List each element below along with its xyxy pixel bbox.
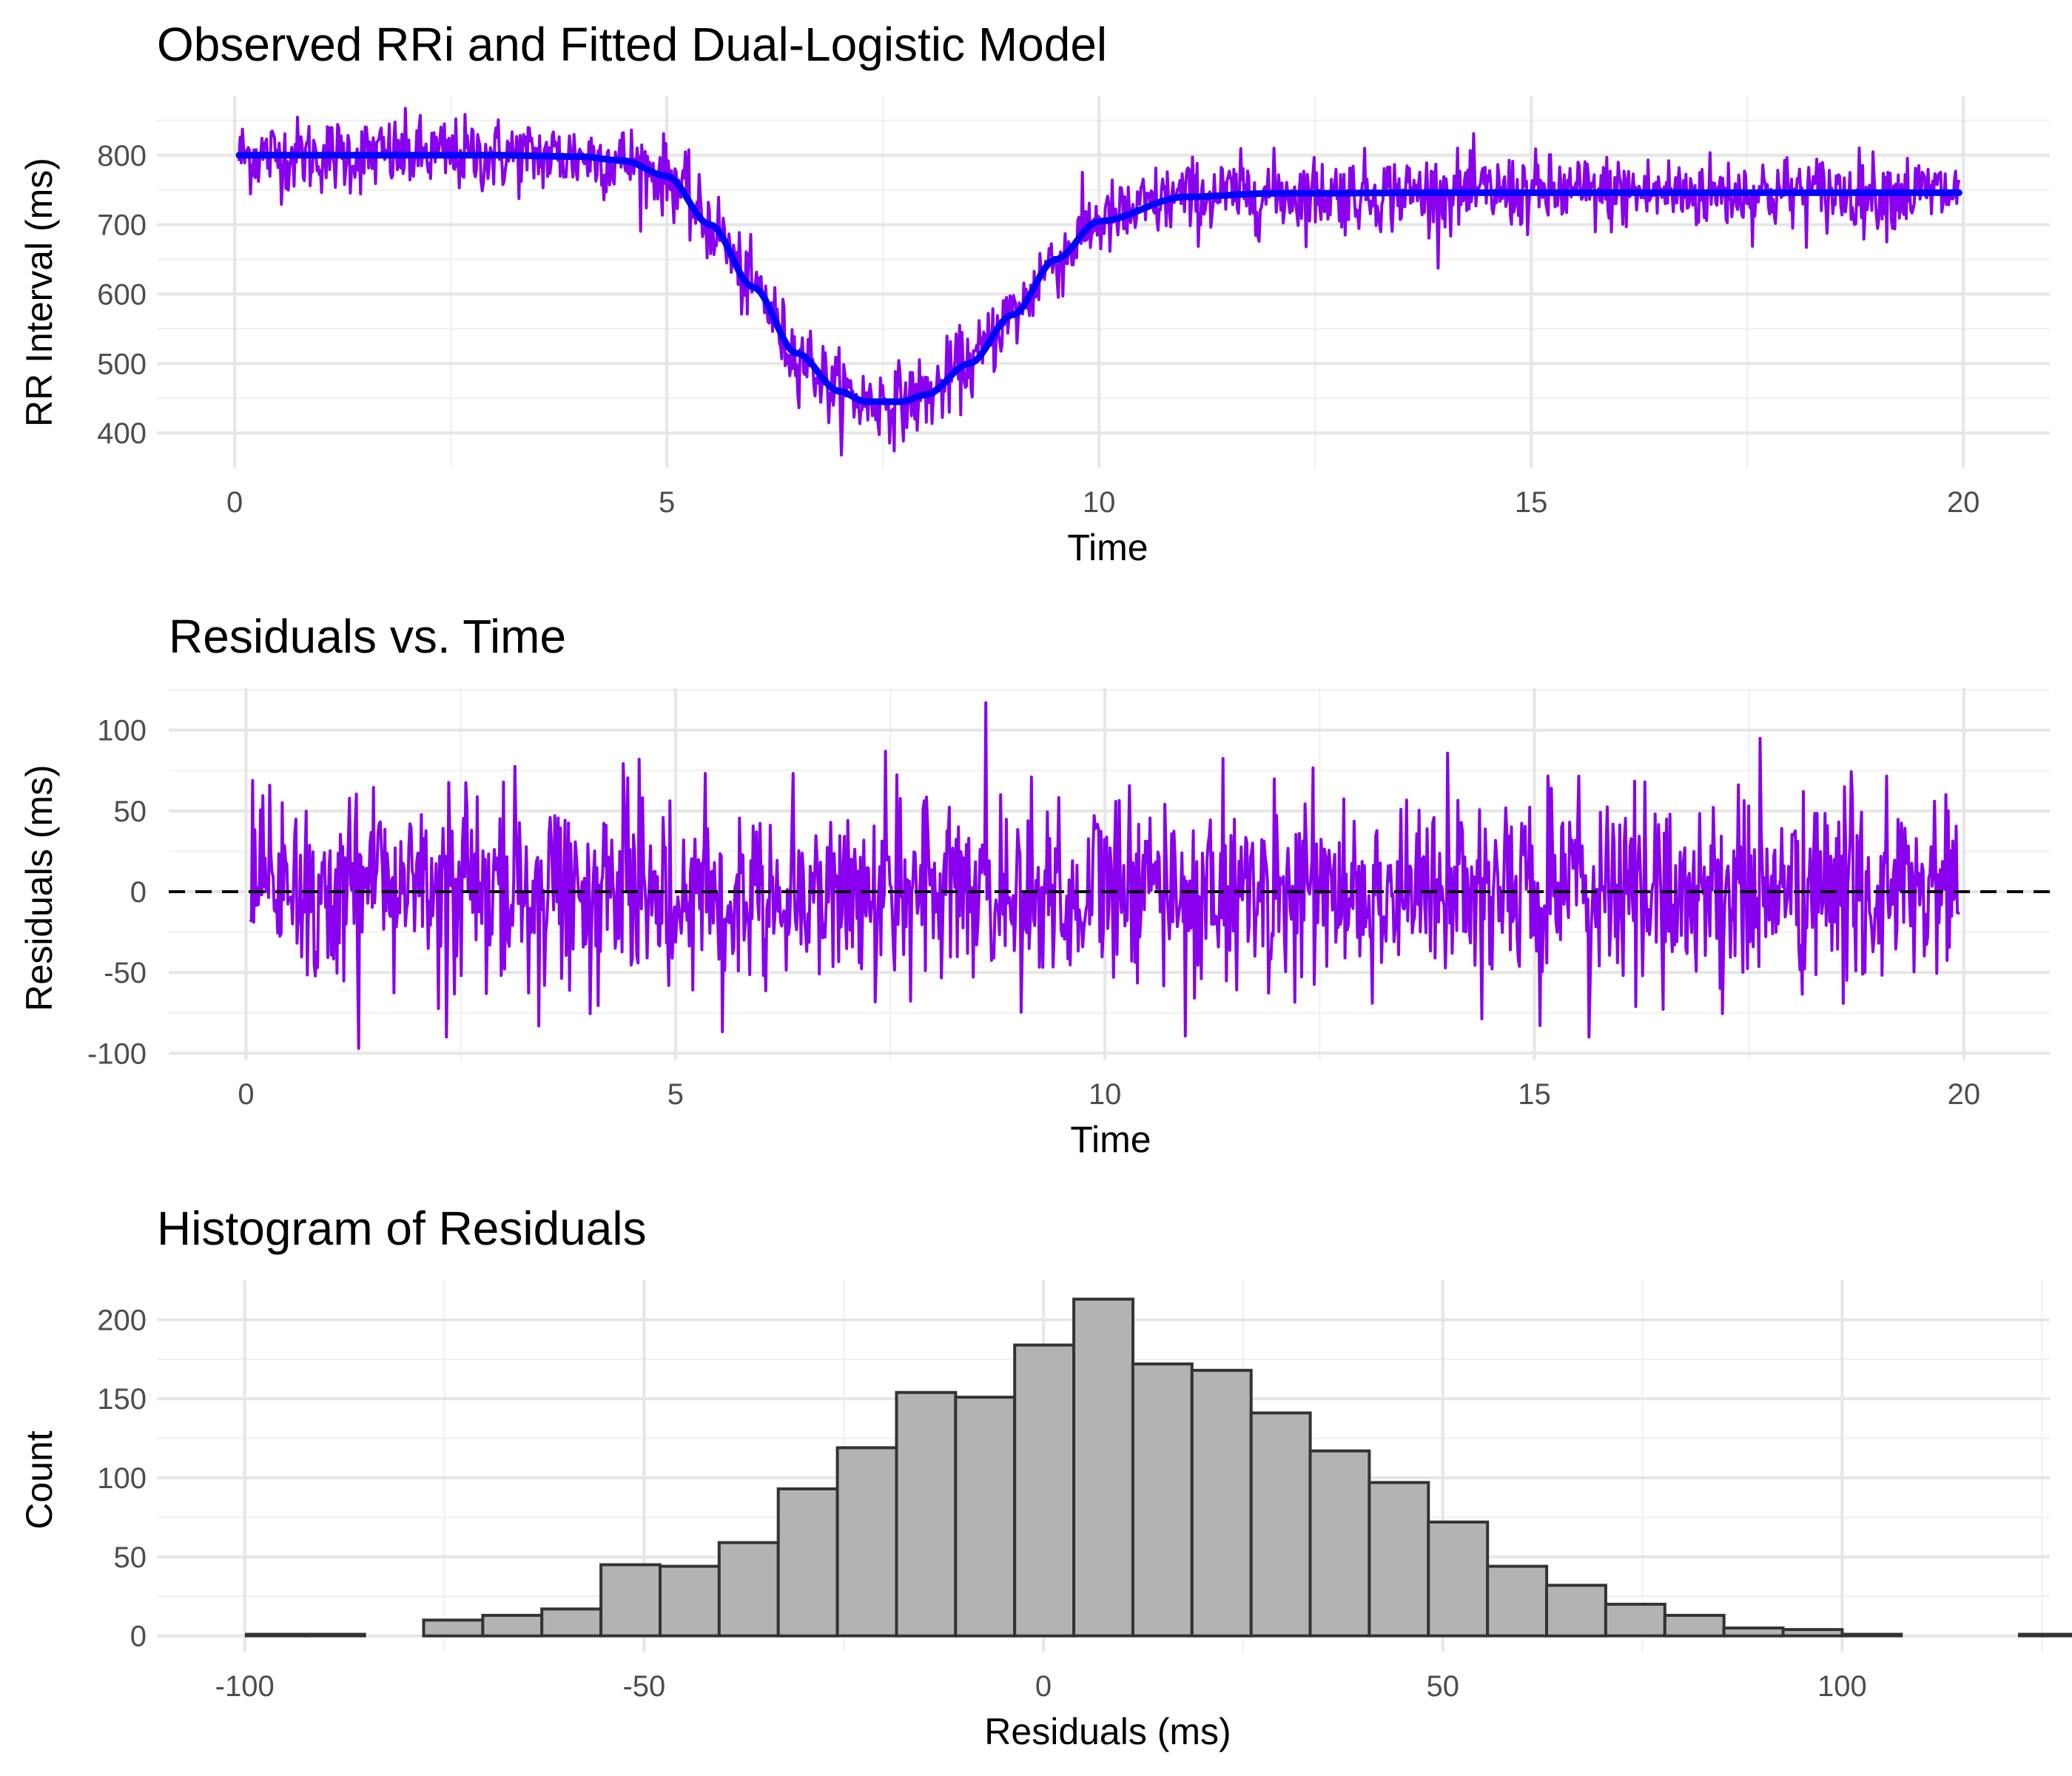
histogram-bar — [244, 1632, 307, 1638]
histogram-x-tick-label: -100 — [215, 1670, 275, 1703]
histogram-bar — [1249, 1411, 1312, 1638]
histogram-x-tick-label: -50 — [622, 1670, 665, 1703]
histogram-y-tick-label: 0 — [130, 1621, 147, 1653]
histogram-bar — [717, 1541, 780, 1638]
histogram-bar — [1722, 1627, 1785, 1638]
residuals-time-y-tick-label: 100 — [97, 715, 147, 747]
histogram-bar — [1486, 1564, 1549, 1638]
rri-fit-y-tick-label: 500 — [97, 348, 147, 380]
histogram-bar — [1190, 1368, 1253, 1638]
residuals-time-chart-title: Residuals vs. Time — [169, 610, 566, 663]
residuals-time-x-tick-label: 20 — [1948, 1078, 1981, 1111]
residuals-time-y-tick-label: -50 — [104, 957, 147, 989]
residuals-time-x-tick-label: 5 — [667, 1078, 684, 1111]
rri-fit-plot-area — [235, 107, 1962, 457]
histogram-bar — [1427, 1520, 1490, 1638]
rri-fit-chart-title: Observed RRi and Fitted Dual-Logistic Mo… — [157, 18, 1107, 71]
histogram-bar — [1131, 1362, 1194, 1638]
histogram-bar — [659, 1564, 721, 1638]
histogram-chart-title: Histogram of Residuals — [157, 1202, 647, 1255]
histogram-bar — [1604, 1602, 1666, 1638]
histogram-panel: Histogram of Residuals -100 -50 0 50 100 0 50 1… — [18, 1202, 2072, 1752]
histogram-bar — [835, 1446, 898, 1638]
histogram-bar — [1072, 1297, 1134, 1638]
histogram-bar — [1840, 1632, 1903, 1638]
residuals-time-y-axis-title: Residuals (ms) — [18, 764, 60, 1011]
histogram-bar — [2018, 1632, 2072, 1638]
histogram-x-axis-title: Residuals (ms) — [984, 1711, 1231, 1752]
residuals-time-plot-area — [169, 701, 2050, 1050]
rri-fit-x-tick-label: 0 — [226, 486, 243, 519]
rri-fit-x-tick-label: 10 — [1083, 486, 1116, 519]
histogram-y-tick-label: 100 — [97, 1462, 147, 1495]
histogram-y-tick-label: 200 — [97, 1304, 147, 1336]
histogram-bar — [1781, 1628, 1844, 1638]
histogram-bar — [481, 1613, 544, 1638]
residuals-time-panel: Residuals vs. Time 0 5 10 15 20 -100 -50 0 50 100… — [18, 610, 2050, 1160]
rri-fit-y-axis-title: RR Interval (ms) — [18, 158, 60, 427]
residuals-time-y-tick-label: -100 — [87, 1037, 147, 1070]
histogram-plot-area — [244, 1297, 2072, 1638]
histogram-bar — [1308, 1449, 1371, 1638]
residuals-time-tick-labels: 0 5 10 15 20 -100 -50 0 50 100 — [87, 715, 1980, 1111]
histogram-bar — [1545, 1584, 1607, 1638]
residuals-time-x-tick-label: 15 — [1518, 1078, 1551, 1111]
histogram-y-axis-title: Count — [18, 1430, 60, 1530]
rri-fit-x-tick-label: 5 — [659, 486, 675, 519]
fitted-model-line — [235, 152, 1962, 406]
histogram-bar — [776, 1487, 839, 1638]
rri-fit-y-tick-label: 400 — [97, 417, 147, 450]
rri-fit-y-tick-label: 800 — [97, 140, 147, 172]
observed-rri-line — [238, 107, 1961, 457]
residuals-time-y-tick-label: 50 — [114, 796, 147, 828]
rri-fit-x-tick-label: 20 — [1947, 486, 1980, 519]
residuals-time-x-tick-label: 0 — [238, 1078, 254, 1111]
rri-fit-tick-labels: 0 5 10 15 20 400 500 600 700 800 — [97, 140, 1980, 519]
rri-fit-panel: Observed RRi and Fitted Dual-Logistic Mo… — [18, 18, 2050, 568]
histogram-bar — [895, 1390, 958, 1638]
rri-fit-y-tick-label: 700 — [97, 209, 147, 242]
histogram-y-tick-label: 150 — [97, 1383, 147, 1416]
histogram-bar — [1013, 1343, 1076, 1638]
histogram-bar — [422, 1618, 485, 1638]
rri-fit-x-axis-title: Time — [1067, 527, 1148, 568]
histogram-tick-labels: -100 -50 0 50 100 0 50 100 150 200 — [97, 1304, 1867, 1703]
histogram-x-tick-label: 0 — [1035, 1670, 1052, 1703]
histogram-bar — [303, 1632, 366, 1638]
residuals-time-y-tick-label: 0 — [130, 876, 147, 909]
histogram-bar — [1368, 1481, 1430, 1638]
histogram-x-tick-label: 100 — [1817, 1670, 1867, 1703]
histogram-bar — [1663, 1613, 1726, 1638]
histogram-y-tick-label: 50 — [114, 1541, 147, 1574]
residuals-time-x-tick-label: 10 — [1089, 1078, 1122, 1111]
histogram-x-tick-label: 50 — [1426, 1670, 1459, 1703]
histogram-bar — [599, 1563, 662, 1638]
histogram-bar — [954, 1396, 1017, 1638]
rri-fit-x-tick-label: 15 — [1515, 486, 1548, 519]
rri-fit-y-tick-label: 600 — [97, 278, 147, 311]
histogram-bar — [540, 1607, 603, 1638]
residuals-time-x-axis-title: Time — [1070, 1119, 1151, 1160]
residuals-line — [249, 701, 1961, 1050]
